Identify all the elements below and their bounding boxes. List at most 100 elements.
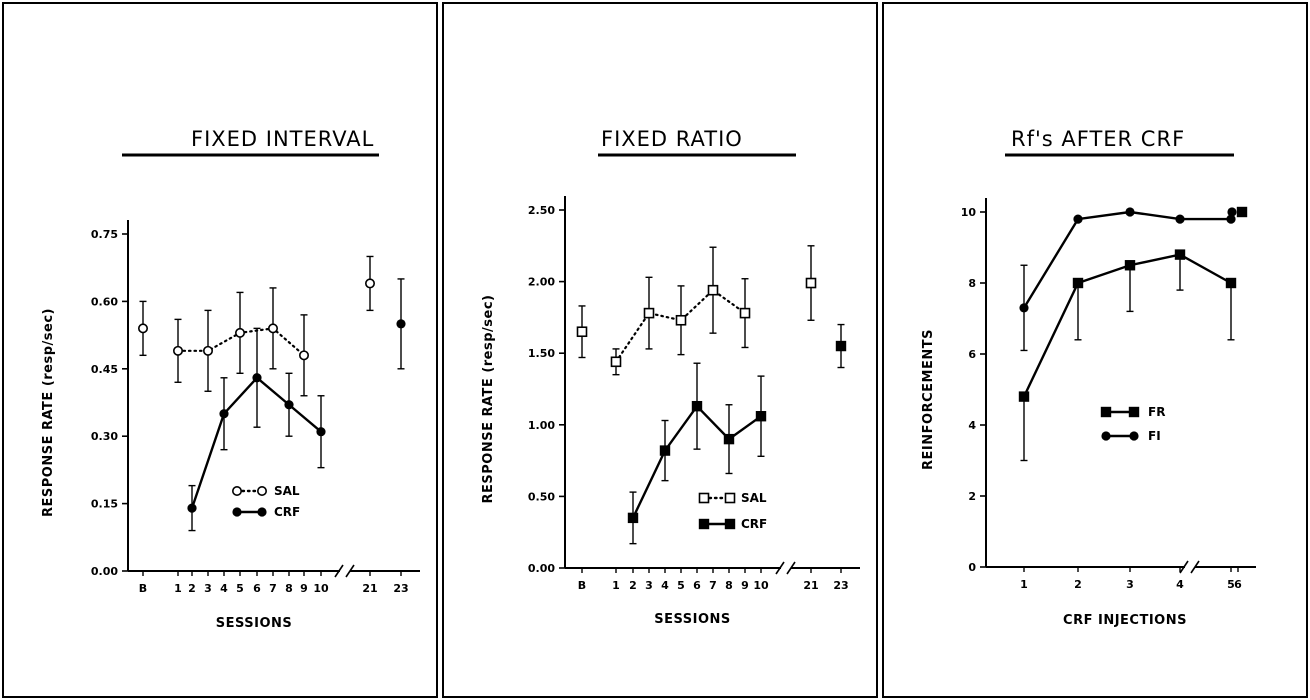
legend-marker-fi <box>1101 431 1111 441</box>
data-point-fi-2 <box>1073 214 1083 224</box>
x-tick-label: 21 <box>803 579 818 592</box>
y-axis-label: REINFORCEMENTS <box>921 329 936 470</box>
data-point-crf-8 <box>723 433 735 445</box>
legend-marker-crf <box>257 507 267 517</box>
data-point-crf-6 <box>691 400 703 412</box>
data-point-fr-6 <box>1236 206 1248 218</box>
data-point-sal-9 <box>298 350 309 361</box>
x-tick-label: 6 <box>1234 578 1242 591</box>
data-point-sal-5 <box>675 314 687 326</box>
y-axis-label: RESPONSE RATE (resp/sec) <box>481 295 496 504</box>
axis-break-mark <box>334 564 344 578</box>
x-tick-label: 10 <box>313 582 329 595</box>
x-tick-label: 8 <box>725 579 733 592</box>
x-tick-label: B <box>578 579 586 592</box>
series-line-fr <box>1022 253 1232 398</box>
x-tick-label: 7 <box>709 579 717 592</box>
y-tick-label: 10 <box>961 206 977 219</box>
y-tick-label: 2.50 <box>528 204 555 217</box>
x-tick-label: 5 <box>1227 578 1235 591</box>
data-point-crf-10 <box>316 427 326 437</box>
data-point-fr-4 <box>1174 249 1186 260</box>
data-point-crf-2 <box>187 503 197 513</box>
axis-break-mark <box>345 564 355 578</box>
y-tick-label: 0.60 <box>91 295 118 308</box>
data-point-fr-1 <box>1018 391 1030 402</box>
legend-label-fr: FR <box>1148 405 1165 419</box>
legend-marker-crf <box>698 518 710 530</box>
x-tick-label: 6 <box>693 579 701 592</box>
legend-marker-fr <box>1128 406 1140 418</box>
chart-panel-fixed-ratio: FIXED RATIO 0.00 0.50 1.00 1.50 2.00 2.50 B 1 2 3 4… <box>442 2 878 698</box>
chart-title: Rf's AFTER CRF <box>1011 127 1185 151</box>
data-point-sal-b <box>138 323 149 334</box>
y-tick-label: 0.45 <box>91 363 118 376</box>
legend-label-fi: FI <box>1148 429 1161 443</box>
chart-panel-fixed-interval: FIXED INTERVAL 0.00 0.15 0.30 0.45 0.60 0.75 B 1… <box>2 2 438 698</box>
legend-marker-sal <box>257 485 268 496</box>
y-axis-label: RESPONSE RATE (resp/sec) <box>41 308 56 517</box>
x-tick-label: 3 <box>204 582 212 595</box>
x-tick-label: 5 <box>677 579 685 592</box>
data-point-crf-8 <box>284 400 294 410</box>
legend-marker-sal <box>698 492 710 504</box>
series-line-fi <box>1022 210 1231 309</box>
y-tick-label: 4 <box>968 419 976 432</box>
y-tick-label: 0.30 <box>91 430 118 443</box>
y-tick-label: 1.50 <box>528 347 555 360</box>
x-tick-label: 2 <box>1074 578 1082 591</box>
y-tick-label: 2 <box>968 490 976 503</box>
data-point-sal-1 <box>173 345 184 356</box>
data-point-crf-10 <box>755 411 767 422</box>
legend-marker-sal <box>232 485 243 496</box>
data-point-fi-3 <box>1125 207 1135 217</box>
data-point-fr-2 <box>1072 277 1084 289</box>
x-tick-label: 9 <box>300 582 308 595</box>
data-point-crf-2 <box>627 512 639 524</box>
chart-panel-rfs-after-crf: Rf's AFTER CRF 0 2 4 6 8 10 1 2 3 4 5 6 CRF INJECTION… <box>882 2 1308 698</box>
y-tick-label: 6 <box>968 348 976 361</box>
x-tick-label: 6 <box>253 582 261 595</box>
axis-break-mark <box>1190 560 1200 574</box>
data-point-crf-6 <box>252 373 262 383</box>
data-point-crf-23 <box>396 319 406 329</box>
x-tick-label: 2 <box>629 579 637 592</box>
data-point-fi-4 <box>1175 214 1185 224</box>
data-point-fi-6 <box>1227 207 1237 217</box>
x-tick-label: 4 <box>1176 578 1184 591</box>
data-point-sal-7 <box>707 284 719 296</box>
y-tick-label: 0.15 <box>91 498 118 511</box>
x-tick-label: 7 <box>269 582 277 595</box>
axis-break-mark <box>786 561 796 575</box>
x-axis-label: SESSIONS <box>216 616 293 631</box>
data-point-sal-3 <box>643 307 655 319</box>
data-point-sal-21 <box>805 277 817 289</box>
legend-marker-fi <box>1129 431 1139 441</box>
legend-marker-crf <box>232 507 242 517</box>
x-tick-label: 3 <box>1126 578 1134 591</box>
x-tick-label: 21 <box>362 582 377 595</box>
x-tick-label: 10 <box>753 579 769 592</box>
data-point-sal-9 <box>739 307 751 319</box>
data-point-crf-23 <box>835 340 847 352</box>
chart-title: FIXED INTERVAL <box>191 127 374 151</box>
legend-marker-sal <box>724 492 736 504</box>
axis-break-mark <box>775 561 785 575</box>
data-point-sal-7 <box>267 323 278 334</box>
y-tick-label: 0.00 <box>91 565 118 578</box>
data-point-crf-4 <box>659 445 671 456</box>
y-tick-label: 0.00 <box>528 562 555 575</box>
data-point-crf-4 <box>219 409 229 419</box>
x-tick-label: 23 <box>393 582 408 595</box>
x-tick-label: 4 <box>220 582 228 595</box>
data-point-fr-3 <box>1124 260 1136 271</box>
data-point-sal-5 <box>235 327 246 338</box>
chart-fixed-interval: FIXED INTERVAL 0.00 0.15 0.30 0.45 0.60 0.75 B 1… <box>41 127 420 631</box>
data-point-sal-b <box>576 326 588 338</box>
x-tick-label: 8 <box>285 582 293 595</box>
data-point-fi-5 <box>1226 214 1236 224</box>
data-point-fr-5 <box>1225 277 1237 289</box>
legend-marker-crf <box>724 518 736 530</box>
